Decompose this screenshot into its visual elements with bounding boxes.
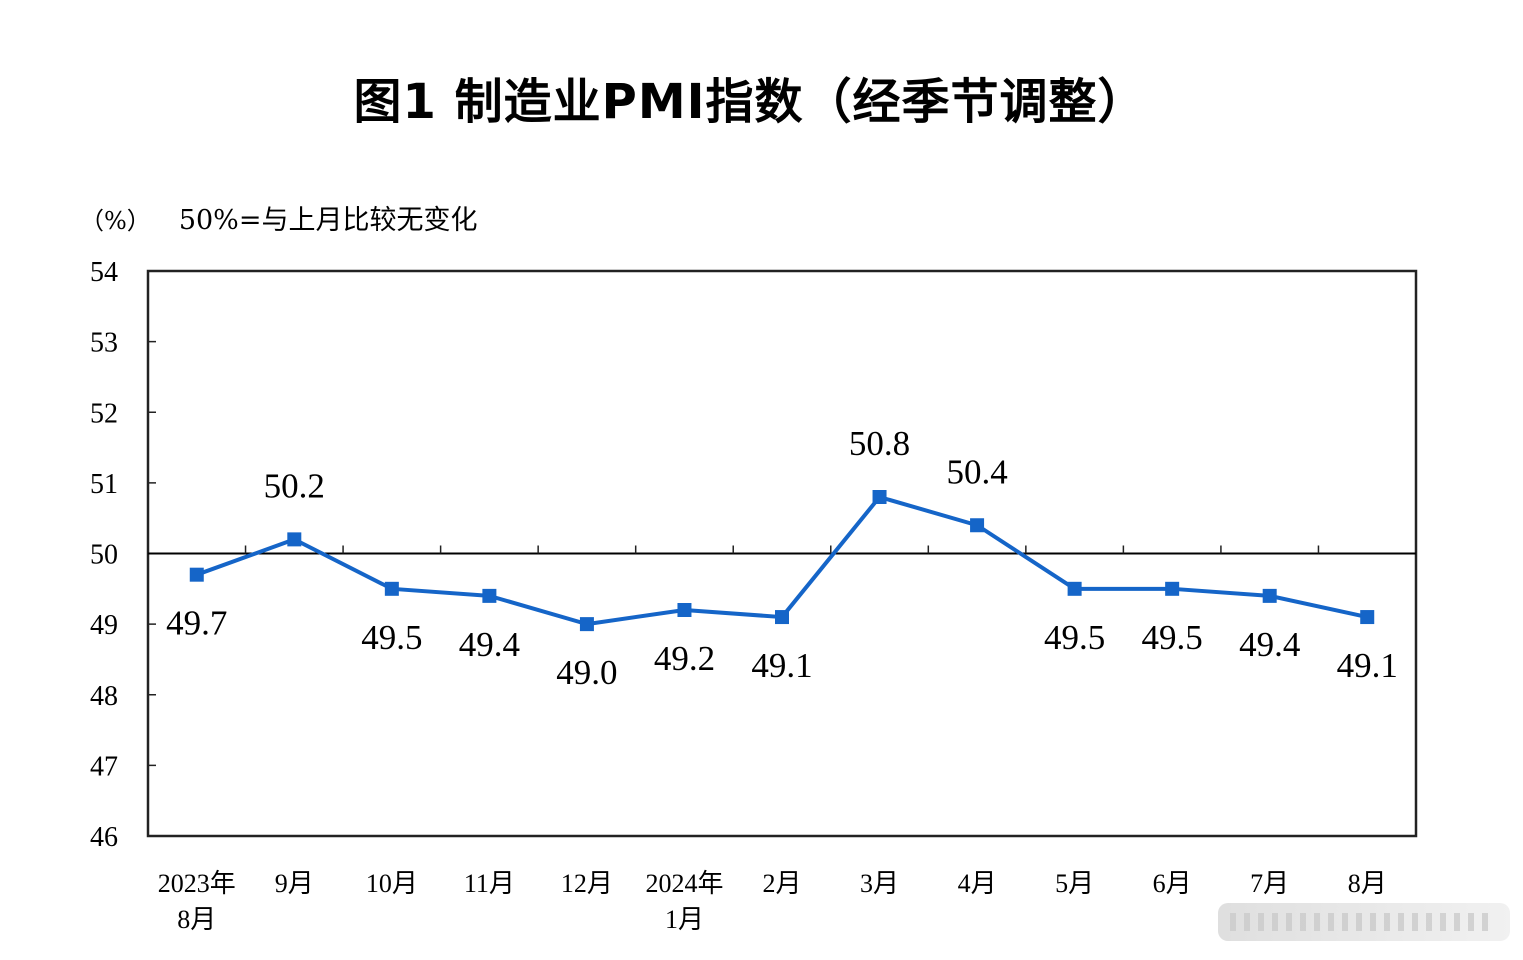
x-tick-label: 3月 <box>860 869 899 898</box>
data-label: 49.5 <box>361 618 422 657</box>
data-label: 49.1 <box>751 646 812 685</box>
x-tick-label: 12月 <box>561 869 613 898</box>
x-tick-label: 10月 <box>366 869 418 898</box>
y-unit-label: （%） <box>80 207 151 235</box>
reference-line-group <box>148 545 1416 555</box>
data-label: 49.4 <box>459 625 520 664</box>
data-point-marker <box>677 603 692 617</box>
x-tick-label: 4月 <box>958 869 997 898</box>
x-tick-label: 2023年 <box>158 869 236 898</box>
y-tick-label: 50 <box>90 540 118 571</box>
data-label: 49.2 <box>654 639 715 678</box>
series-group <box>189 490 1375 632</box>
data-point-marker <box>189 567 204 582</box>
y-tick-label: 51 <box>90 469 118 500</box>
series-line <box>196 495 1368 627</box>
data-point-marker <box>1360 610 1375 625</box>
data-point-marker <box>1165 581 1180 596</box>
data-label: 49.0 <box>556 653 617 692</box>
data-point-marker <box>775 610 789 625</box>
x-tick-label: 1月 <box>665 905 704 934</box>
x-tick-label: 2月 <box>762 869 801 898</box>
data-label: 50.8 <box>849 424 910 463</box>
data-point-marker <box>482 588 497 603</box>
data-label: 49.4 <box>1239 625 1300 664</box>
watermark <box>1218 903 1510 941</box>
data-point-marker <box>1262 588 1277 603</box>
data-label: 49.5 <box>1044 618 1105 657</box>
x-tick-label: 8月 <box>177 905 216 934</box>
y-tick-label: 52 <box>90 398 118 429</box>
y-tick-label: 48 <box>90 681 118 712</box>
data-labels: 49.7 50.2 49.5 49.4 49.0 49.2 49.1 50.8 50.4 49.5… <box>166 424 1398 692</box>
y-tick-label: 49 <box>90 610 118 641</box>
x-tick-label: 2024年 <box>645 869 723 898</box>
y-tick-label: 53 <box>90 328 118 359</box>
x-tick-label: 8月 <box>1348 869 1387 898</box>
data-label: 50.4 <box>946 452 1007 491</box>
x-axis: 2023年 8月 9月 10月 11月 12月 2024年 1月 2月 3月 4月 5月 6月 7月 8月 <box>158 869 1387 934</box>
data-point-marker <box>970 518 985 533</box>
x-tick-label: 6月 <box>1153 869 1192 898</box>
data-point-marker <box>287 532 302 547</box>
chart-title: 图1 制造业PMI指数（经季节调整） <box>353 74 1147 130</box>
data-point-marker <box>872 490 887 504</box>
data-point-marker <box>1067 581 1082 596</box>
x-tick-label: 7月 <box>1250 869 1289 898</box>
data-label: 49.7 <box>166 604 227 643</box>
y-axis: 54 53 52 51 50 49 48 47 46 <box>90 257 156 853</box>
data-label: 50.2 <box>264 466 325 505</box>
x-tick-label: 11月 <box>464 869 515 898</box>
y-tick-label: 47 <box>90 751 118 782</box>
reference-note: 50%=与上月比较无变化 <box>178 205 478 236</box>
data-label: 49.1 <box>1337 646 1398 685</box>
data-label: 49.5 <box>1142 618 1203 657</box>
x-tick-label: 9月 <box>275 869 314 898</box>
data-point-marker <box>384 581 399 596</box>
x-tick-label: 5月 <box>1055 869 1094 898</box>
data-point-marker <box>579 617 594 632</box>
y-tick-label: 46 <box>90 822 118 853</box>
axis-note: （%） 50%=与上月比较无变化 <box>80 198 477 237</box>
y-tick-label: 54 <box>90 257 118 288</box>
